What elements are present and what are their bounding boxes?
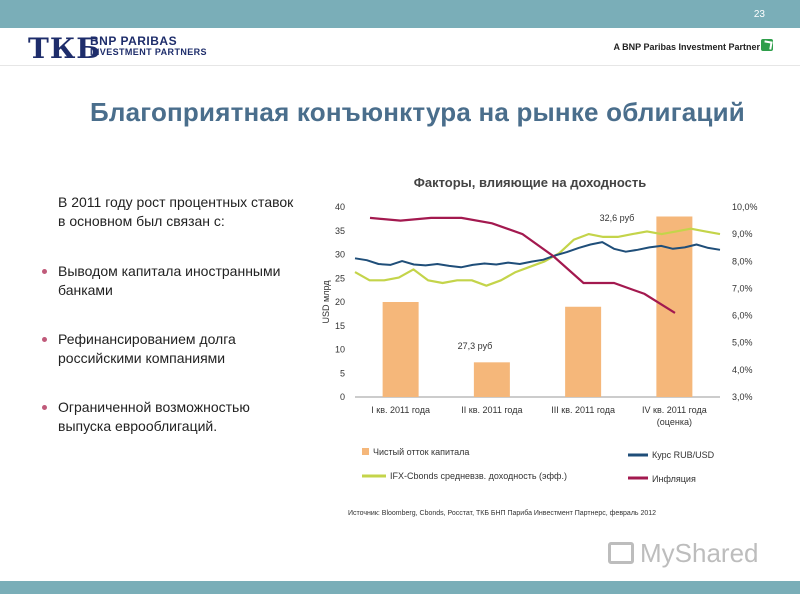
chart-title: Факторы, влияющие на доходность [414, 175, 647, 190]
presentation-icon [608, 542, 634, 564]
header: ТКБ BNP PARIBAS INVESTMENT PARTNERS A BN… [0, 28, 800, 66]
logo-line1: BNP PARIBAS [90, 34, 178, 48]
x-tick-label: (оценка) [657, 417, 692, 427]
bullet-item: Выводом капитала иностранными банками [42, 262, 302, 300]
intro-text: В 2011 году рост процентных ставок в осн… [58, 194, 294, 229]
x-tick-label: II кв. 2011 года [461, 405, 522, 415]
y2-tick-label: 4,0% [732, 365, 753, 375]
legend-swatch-bars [362, 448, 369, 455]
page-number: 23 [753, 9, 765, 20]
y-tick-label: 40 [335, 202, 345, 212]
legend-label-inflation: Инфляция [652, 474, 696, 484]
bullet-dot-icon [42, 337, 47, 342]
y-tick-label: 25 [335, 273, 345, 283]
y2-tick-label: 9,0% [732, 229, 753, 239]
bullet-text: Выводом капитала иностранными банками [58, 263, 281, 298]
y2-tick-label: 5,0% [732, 338, 753, 348]
y-tick-label: 30 [335, 250, 345, 260]
watermark-text: MyShared [640, 538, 759, 568]
bnp-star-icon [761, 39, 773, 51]
watermark: MyShared [608, 538, 759, 569]
bullet-item: Рефинансированием долга российскими комп… [42, 330, 302, 368]
annotation-max-rub: 32,6 руб [600, 213, 635, 223]
bar-capital-outflow [382, 302, 419, 397]
y2-tick-label: 7,0% [732, 283, 753, 293]
y-tick-label: 5 [340, 368, 345, 378]
legend-label-ifx: IFX-Cbonds средневзв. доходность (эфф.) [390, 471, 567, 481]
legend-label-bars: Чистый отток капитала [373, 447, 469, 457]
page-title: Благоприятная конъюнктура на рынке облиг… [90, 97, 745, 127]
bottom-bar [0, 581, 800, 594]
y2-tick-label: 3,0% [732, 392, 753, 402]
bullet-text: Ограниченной возможностью выпуска еврооб… [58, 399, 250, 434]
partner-text: A BNP Paribas Investment Partner [613, 42, 760, 52]
logo-line2: INVESTMENT PARTNERS [90, 47, 207, 57]
series-line-inflation [369, 216, 676, 314]
series-line-rub [354, 241, 721, 269]
y-tick-label: 0 [340, 392, 345, 402]
y-axis-label: USD млрд [321, 280, 331, 324]
x-tick-label: III кв. 2011 года [551, 405, 615, 415]
bullet-item: Ограниченной возможностью выпуска еврооб… [42, 398, 302, 436]
y-tick-label: 15 [335, 321, 345, 331]
chart: Факторы, влияющие на доходность 0 5 10 15 20 2… [310, 165, 770, 525]
logo-mark: ТКБ [28, 32, 102, 65]
y2-tick-label: 10,0% [732, 202, 758, 212]
y2-tick-label: 8,0% [732, 256, 753, 266]
annotation-min-rub: 27,3 руб [458, 341, 493, 351]
x-tick-label: IV кв. 2011 года [642, 405, 707, 415]
legend-label-rub: Курс RUB/USD [652, 450, 715, 460]
bar-capital-outflow [656, 216, 693, 397]
bullet-dot-icon [42, 269, 47, 274]
x-tick-label: I кв. 2011 года [371, 405, 430, 415]
y2-tick-label: 6,0% [732, 311, 753, 321]
bar-capital-outflow [473, 362, 510, 397]
y-tick-label: 20 [335, 297, 345, 307]
chart-svg: Факторы, влияющие на доходность 0 5 10 15 20 2… [321, 175, 758, 517]
top-bar: 23 [0, 0, 800, 28]
chart-source: Источник: Bloomberg, Cbonds, Росстат, ТК… [348, 509, 656, 517]
series-line-ifx [354, 227, 721, 287]
bullet-text: Рефинансированием долга российскими комп… [58, 331, 236, 366]
logo-text: BNP PARIBAS INVESTMENT PARTNERS [90, 34, 207, 58]
y-tick-label: 10 [335, 345, 345, 355]
bullet-list: Выводом капитала иностранными банками Ре… [42, 262, 302, 466]
bar-capital-outflow [565, 306, 602, 397]
y-tick-label: 35 [335, 226, 345, 236]
bullet-dot-icon [42, 405, 47, 410]
